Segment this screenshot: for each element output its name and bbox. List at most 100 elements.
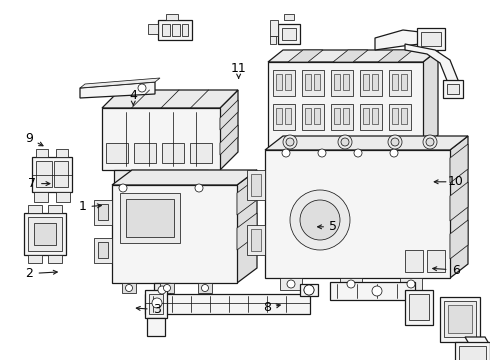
Circle shape <box>138 84 146 92</box>
Polygon shape <box>334 108 340 124</box>
Circle shape <box>300 200 340 240</box>
Polygon shape <box>122 283 136 293</box>
Polygon shape <box>36 149 48 157</box>
Polygon shape <box>148 24 158 34</box>
Polygon shape <box>405 250 423 272</box>
Polygon shape <box>450 136 468 278</box>
Polygon shape <box>400 278 422 290</box>
Circle shape <box>201 284 209 292</box>
Polygon shape <box>360 104 382 130</box>
Polygon shape <box>28 217 62 251</box>
Polygon shape <box>220 125 238 155</box>
Circle shape <box>304 285 314 295</box>
Polygon shape <box>24 213 66 255</box>
Polygon shape <box>268 62 423 147</box>
Polygon shape <box>247 225 265 255</box>
Circle shape <box>426 138 434 146</box>
Polygon shape <box>190 184 218 192</box>
Polygon shape <box>384 147 404 159</box>
Polygon shape <box>273 70 295 96</box>
Polygon shape <box>389 70 411 96</box>
Polygon shape <box>423 50 438 147</box>
Polygon shape <box>312 147 332 159</box>
Text: 10: 10 <box>448 175 464 188</box>
Polygon shape <box>305 74 311 90</box>
Circle shape <box>390 149 398 157</box>
Circle shape <box>304 285 314 295</box>
Circle shape <box>372 286 382 296</box>
Circle shape <box>152 298 162 308</box>
Polygon shape <box>378 50 413 62</box>
Polygon shape <box>334 74 340 90</box>
Polygon shape <box>288 50 323 62</box>
Polygon shape <box>149 294 163 314</box>
Polygon shape <box>94 200 112 225</box>
Polygon shape <box>305 108 311 124</box>
Polygon shape <box>94 238 112 263</box>
Polygon shape <box>280 278 302 290</box>
Polygon shape <box>372 108 378 124</box>
Circle shape <box>164 284 171 292</box>
Polygon shape <box>237 170 257 283</box>
Polygon shape <box>126 199 174 237</box>
Polygon shape <box>343 74 349 90</box>
Polygon shape <box>145 294 310 314</box>
Circle shape <box>287 280 295 288</box>
Circle shape <box>423 135 437 149</box>
Polygon shape <box>114 170 132 184</box>
Polygon shape <box>190 143 212 163</box>
Polygon shape <box>34 192 48 202</box>
Polygon shape <box>106 143 128 163</box>
Polygon shape <box>282 28 296 40</box>
Polygon shape <box>154 283 170 295</box>
Polygon shape <box>158 20 192 40</box>
Polygon shape <box>36 161 52 187</box>
Polygon shape <box>375 30 420 50</box>
Polygon shape <box>162 143 184 163</box>
Polygon shape <box>392 108 398 124</box>
Polygon shape <box>80 78 160 88</box>
Polygon shape <box>405 44 460 88</box>
Polygon shape <box>247 170 265 200</box>
Polygon shape <box>363 108 369 124</box>
Polygon shape <box>102 108 220 170</box>
Polygon shape <box>182 24 188 36</box>
Polygon shape <box>392 74 398 90</box>
Polygon shape <box>268 50 438 62</box>
Text: 11: 11 <box>231 62 246 75</box>
Polygon shape <box>276 108 282 124</box>
Polygon shape <box>56 149 68 157</box>
Polygon shape <box>120 193 180 243</box>
Text: 3: 3 <box>153 303 161 316</box>
Polygon shape <box>330 282 415 300</box>
Polygon shape <box>145 290 167 318</box>
Circle shape <box>119 184 127 192</box>
Polygon shape <box>465 337 490 354</box>
Polygon shape <box>54 161 68 187</box>
Polygon shape <box>401 108 407 124</box>
Polygon shape <box>251 174 261 196</box>
Polygon shape <box>421 32 441 46</box>
Circle shape <box>158 286 166 294</box>
Polygon shape <box>220 100 238 130</box>
Circle shape <box>407 280 415 288</box>
Polygon shape <box>284 14 294 20</box>
Polygon shape <box>162 24 170 36</box>
Polygon shape <box>444 301 476 337</box>
Polygon shape <box>265 150 450 278</box>
Polygon shape <box>28 205 42 213</box>
Text: 1: 1 <box>78 201 86 213</box>
Polygon shape <box>440 297 480 342</box>
Circle shape <box>341 138 349 146</box>
Polygon shape <box>34 223 56 245</box>
Circle shape <box>282 149 290 157</box>
Circle shape <box>318 149 326 157</box>
Polygon shape <box>28 255 42 263</box>
Polygon shape <box>300 284 318 296</box>
Polygon shape <box>32 157 72 192</box>
Text: 7: 7 <box>28 177 36 190</box>
Text: 8: 8 <box>263 301 271 314</box>
Polygon shape <box>166 14 178 20</box>
Polygon shape <box>198 283 212 293</box>
Polygon shape <box>448 305 472 333</box>
